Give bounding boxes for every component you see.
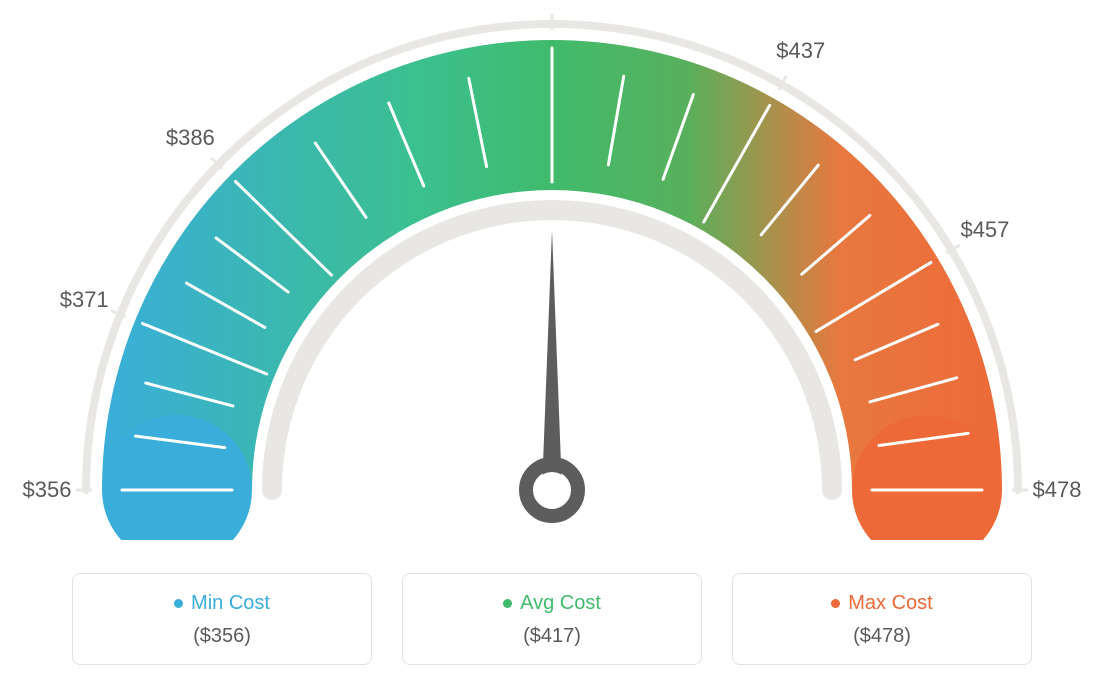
legend-row: Min Cost ($356) Avg Cost ($417) Max Cost… xyxy=(0,573,1104,665)
legend-value-min: ($356) xyxy=(83,625,361,648)
gauge-svg xyxy=(0,0,1104,540)
legend-card-min: Min Cost ($356) xyxy=(72,573,372,665)
legend-card-max: Max Cost ($478) xyxy=(732,573,1032,665)
legend-card-avg: Avg Cost ($417) xyxy=(402,573,702,665)
legend-dot-avg xyxy=(503,599,512,608)
gauge-tick-label: $356 xyxy=(23,477,72,503)
legend-dot-min xyxy=(174,599,183,608)
legend-label-max: Max Cost xyxy=(848,592,932,614)
legend-title-avg: Avg Cost xyxy=(413,592,691,615)
gauge-tick-label: $478 xyxy=(1033,477,1082,503)
legend-value-max: ($478) xyxy=(743,625,1021,648)
gauge-tick-label: $386 xyxy=(166,125,215,151)
gauge-tick-label: $437 xyxy=(776,38,825,64)
legend-dot-max xyxy=(831,599,840,608)
gauge-chart: $356$371$386$417$437$457$478 xyxy=(0,0,1104,540)
legend-title-max: Max Cost xyxy=(743,592,1021,615)
legend-label-min: Min Cost xyxy=(191,592,270,614)
legend-title-min: Min Cost xyxy=(83,592,361,615)
legend-label-avg: Avg Cost xyxy=(520,592,601,614)
legend-value-avg: ($417) xyxy=(413,625,691,648)
gauge-tick-label: $371 xyxy=(60,287,109,313)
gauge-tick-label: $457 xyxy=(960,217,1009,243)
